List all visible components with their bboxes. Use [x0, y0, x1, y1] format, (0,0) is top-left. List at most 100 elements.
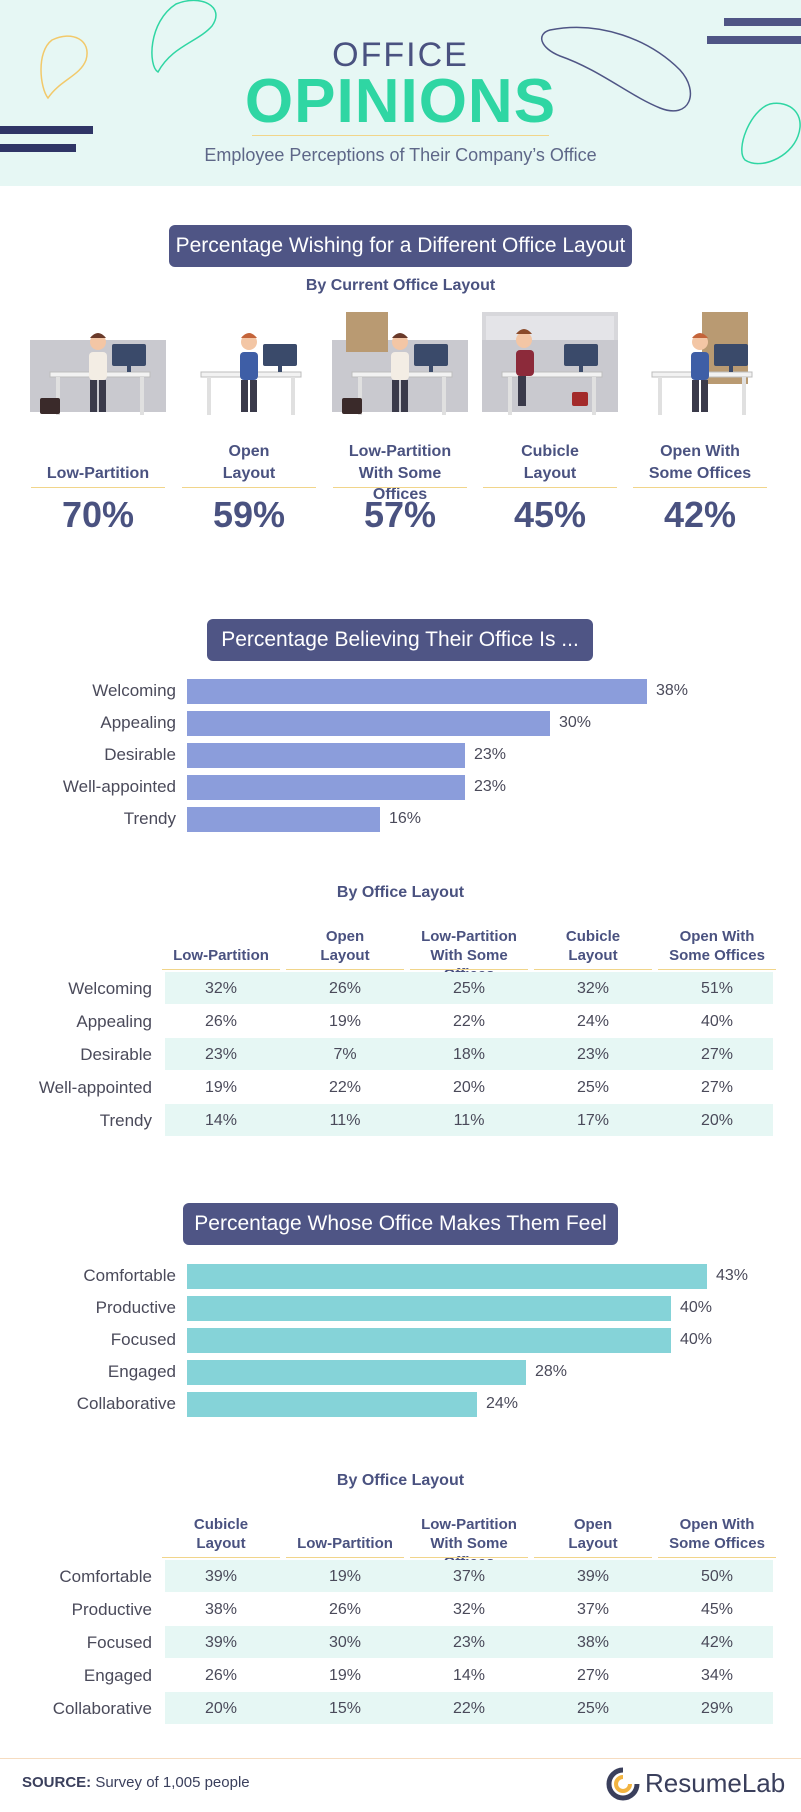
- source-label: SOURCE:: [22, 1774, 92, 1791]
- layout-label-line1: Cubicle: [521, 443, 579, 460]
- feel-value: 40%: [680, 1331, 713, 1348]
- feel-table-col-head-line1: Open: [573, 1516, 613, 1533]
- feel-label: Collaborative: [76, 1394, 176, 1413]
- layout-percentage: 45%: [513, 494, 587, 535]
- feel-table-cell: 39%: [204, 1568, 238, 1585]
- feel-value: 40%: [680, 1299, 713, 1316]
- feel-table-col-divider: [534, 1557, 652, 1558]
- believe-table-col-head-line1: Open With: [679, 928, 755, 945]
- believe-bar: [187, 711, 550, 736]
- believe-table-row-label: Appealing: [76, 1012, 152, 1031]
- header-banner: OFFICE OPINIONS Employee Perceptions of …: [0, 0, 801, 186]
- footer-divider: [0, 1758, 801, 1759]
- feel-table-col-head-line2: Layout: [196, 1535, 246, 1552]
- believe-table-cell: 19%: [204, 1079, 238, 1096]
- title-opinions: OPINIONS: [244, 67, 557, 136]
- feel-table-col-head-line1: Low-Partition: [421, 1516, 517, 1533]
- believe-bar: [187, 679, 647, 704]
- believe-table-cell: 19%: [328, 1013, 362, 1030]
- believe-table-cell: 18%: [452, 1046, 486, 1063]
- feel-value: 28%: [535, 1363, 568, 1380]
- feel-table-row-label: Collaborative: [52, 1699, 152, 1718]
- feel-table-cell: 45%: [700, 1601, 734, 1618]
- believe-table-cell: 40%: [700, 1013, 734, 1030]
- believe-table-cell: 32%: [204, 980, 238, 997]
- believe-table-cell: 14%: [204, 1112, 238, 1129]
- believe-value: 16%: [389, 810, 422, 827]
- believe-value: 38%: [656, 682, 689, 699]
- feel-table-cell: 20%: [204, 1700, 238, 1717]
- office-illustration: [181, 312, 317, 421]
- believe-table-col-head-line2: Layout: [568, 947, 618, 964]
- feel-table-row-band: [165, 1626, 773, 1658]
- layout-label-line2: Layout: [523, 465, 577, 482]
- feel-table-cell: 29%: [700, 1700, 734, 1717]
- believe-table-cell: 11%: [329, 1112, 361, 1129]
- believe-table-cell: 20%: [700, 1112, 734, 1129]
- layout-percentage: 70%: [61, 494, 135, 535]
- feel-bar: [187, 1328, 671, 1353]
- layout-label-divider: [31, 487, 165, 488]
- layout-label-line2: Layout: [222, 465, 276, 482]
- section3-title: Percentage Whose Office Makes Them Feel …: [183, 1203, 618, 1277]
- feel-table-cell: 14%: [452, 1667, 486, 1684]
- feel-table-cell: 15%: [328, 1700, 362, 1717]
- feel-table-col-divider: [658, 1557, 776, 1558]
- believe-table-cell: 23%: [576, 1046, 610, 1063]
- layout-label-line1: Open With: [660, 443, 740, 460]
- source-note: SOURCE: Survey of 1,005 people: [22, 1774, 250, 1791]
- feel-label: Focused: [110, 1330, 176, 1349]
- feel-table-cell: 22%: [452, 1700, 486, 1717]
- layout-percentage: 42%: [663, 494, 737, 535]
- feel-table-cell: 19%: [328, 1568, 362, 1585]
- layout-percentage: 57%: [363, 494, 437, 535]
- title-office: OFFICE: [332, 36, 469, 74]
- believe-table-col-head-line2: Layout: [320, 947, 370, 964]
- source-text: Survey of 1,005 people: [91, 1774, 250, 1791]
- feel-table-cell: 26%: [328, 1601, 362, 1618]
- believe-value: 23%: [474, 746, 507, 763]
- believe-table-col-head-line2: Low-Partition: [173, 947, 269, 964]
- feel-table-col-head-line1: Open With: [679, 1516, 755, 1533]
- believe-table-col-head-line2: Some Offices: [669, 947, 765, 964]
- feel-table-cell: 19%: [328, 1667, 362, 1684]
- feel-table-cell: 38%: [576, 1634, 610, 1651]
- office-illustration: [482, 312, 618, 421]
- believe-table-row-label: Trendy: [99, 1111, 152, 1130]
- feel-table-col-divider: [286, 1557, 404, 1558]
- feel-table-col-divider: [162, 1557, 280, 1558]
- feel-table-cell: 27%: [576, 1667, 610, 1684]
- believe-table-col-divider: [410, 969, 528, 970]
- feel-label: Comfortable: [83, 1266, 176, 1285]
- believe-table-cell: 26%: [204, 1013, 238, 1030]
- feel-table-cell: 37%: [576, 1601, 610, 1618]
- feel-value: 43%: [716, 1267, 749, 1284]
- feel-bar: [187, 1392, 477, 1417]
- believe-table-col-divider: [162, 969, 280, 970]
- feel-bar: [187, 1264, 707, 1289]
- layout-label-divider: [182, 487, 316, 488]
- feel-table-col-head-line2: Layout: [568, 1535, 618, 1552]
- feel-label: Productive: [95, 1298, 176, 1317]
- feel-bar: [187, 1360, 526, 1385]
- layout-label-divider: [333, 487, 467, 488]
- layout-label-line1: Open: [228, 443, 270, 460]
- believe-table-cell: 22%: [328, 1079, 362, 1096]
- believe-label: Desirable: [104, 745, 176, 764]
- believe-table-cell: 25%: [452, 980, 486, 997]
- believe-table-cell: 23%: [204, 1046, 238, 1063]
- believe-table-cell: 25%: [576, 1079, 610, 1096]
- feel-table-col-head-line2: Some Offices: [669, 1535, 765, 1552]
- feel-table-row-label: Engaged: [83, 1666, 152, 1685]
- feel-table-cell: 32%: [452, 1601, 486, 1618]
- believe-table-cell: 22%: [452, 1013, 486, 1030]
- feel-table-cell: 26%: [204, 1667, 238, 1684]
- section2-table-subhead: By Office Layout: [336, 884, 465, 901]
- section2-title: Percentage Believing Their Office Is ...: [207, 619, 593, 661]
- feel-value: 24%: [486, 1395, 519, 1412]
- believe-value: 30%: [559, 714, 592, 731]
- layout-label-line1: Low-Partition: [348, 443, 452, 460]
- page-subtitle: Employee Perceptions of Their Company’s …: [204, 145, 597, 165]
- feel-table-cell: 42%: [700, 1634, 734, 1651]
- believe-table-cell: 24%: [576, 1013, 610, 1030]
